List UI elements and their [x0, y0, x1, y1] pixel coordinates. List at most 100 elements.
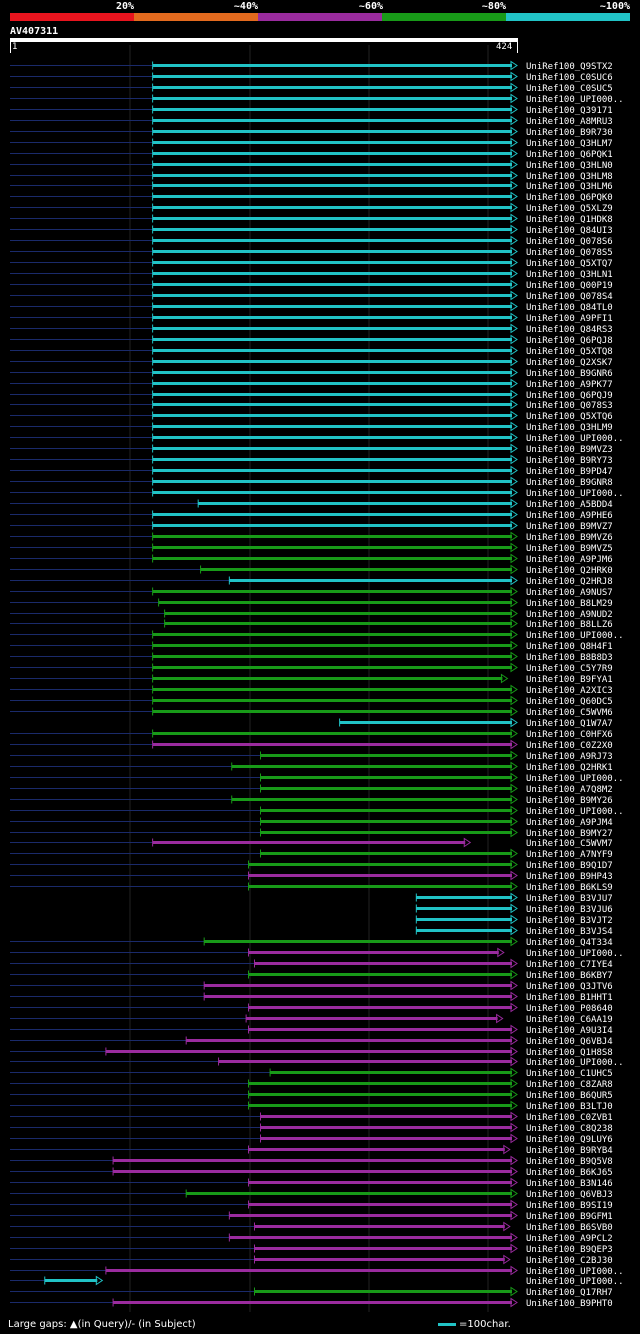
hit-name: UniRef100_Q84UI3 — [526, 226, 613, 236]
hit-bar — [152, 732, 512, 735]
hit-bar — [152, 64, 512, 67]
hit-arrow — [510, 794, 518, 805]
hit-arrow — [510, 1232, 518, 1243]
hit-name: UniRef100_B1HHT1 — [526, 993, 613, 1003]
hit-name: UniRef100_B3LTJ0 — [526, 1102, 613, 1112]
gaps-legend: Large gaps: ▲(in Query)/- (in Subject) — [8, 1319, 196, 1330]
hit-name: UniRef100_UPI000.. — [526, 434, 624, 444]
hit-name: UniRef100_B6KJ65 — [526, 1168, 613, 1178]
hit-bar — [152, 633, 512, 636]
hit-arrow — [510, 257, 518, 268]
hit-bar — [231, 798, 512, 801]
hit-arrow — [510, 126, 518, 137]
hit-arrow — [510, 1210, 518, 1221]
hit-bar — [152, 666, 512, 669]
hit-name: UniRef100_UPI000.. — [526, 949, 624, 959]
hit-arrow — [510, 772, 518, 783]
hit-name: UniRef100_Q6VBJ3 — [526, 1190, 613, 1200]
ruler-end-tick — [517, 41, 518, 53]
hit-name: UniRef100_C0ZVB1 — [526, 1113, 613, 1123]
hit-bar — [152, 174, 512, 177]
hit-name: UniRef100_Q3HLN0 — [526, 161, 613, 171]
hit-arrow — [510, 82, 518, 93]
hit-bar — [260, 754, 512, 757]
hit-arrow — [510, 476, 518, 487]
hit-arrow — [510, 410, 518, 421]
hit-bar — [248, 1082, 512, 1085]
hit-arrow — [510, 421, 518, 432]
hit-arrow — [510, 1111, 518, 1122]
hit-bar — [254, 962, 513, 965]
hit-name: UniRef100_B8LLZ6 — [526, 620, 613, 630]
hit-arrow — [510, 914, 518, 925]
hit-bar — [152, 108, 512, 111]
hit-bar — [248, 1181, 512, 1184]
hit-bar — [152, 480, 512, 483]
hit-arrow — [510, 1286, 518, 1297]
hit-name: UniRef100_C8ZAR8 — [526, 1080, 613, 1090]
hit-arrow — [510, 564, 518, 575]
hit-name: UniRef100_Q1W7A7 — [526, 719, 613, 729]
hit-bar — [186, 1039, 513, 1042]
hit-bar — [152, 371, 512, 374]
hit-bar — [152, 75, 512, 78]
hit-arrow — [95, 1275, 104, 1286]
hit-name: UniRef100_Q5XLZ9 — [526, 204, 613, 214]
hit-name: UniRef100_B3VJS4 — [526, 927, 613, 937]
hit-bar — [152, 349, 512, 352]
hit-name: UniRef100_Q00P19 — [526, 281, 613, 291]
hit-name: UniRef100_C1UHC5 — [526, 1069, 613, 1079]
hit-arrow — [510, 651, 518, 662]
hit-bar — [152, 283, 512, 286]
hit-arrow — [510, 597, 518, 608]
hit-name: UniRef100_B8B8D3 — [526, 653, 613, 663]
hit-bar — [248, 973, 512, 976]
hit-arrow — [510, 750, 518, 761]
hit-arrow — [510, 159, 518, 170]
hit-arrow — [510, 443, 518, 454]
hit-name: UniRef100_B6SVB0 — [526, 1223, 613, 1233]
hit-name: UniRef100_A9NUS7 — [526, 588, 613, 598]
hit-bar — [152, 524, 512, 527]
hit-name: UniRef100_Q3HLM8 — [526, 172, 613, 182]
hit-bar — [254, 1247, 513, 1250]
hit-arrow — [510, 104, 518, 115]
hit-bar — [248, 1093, 512, 1096]
hit-bar — [270, 1071, 512, 1074]
hit-name: UniRef100_UPI000.. — [526, 1058, 624, 1068]
hit-name: UniRef100_B9Q1D7 — [526, 861, 613, 871]
hit-arrow — [510, 827, 518, 838]
hit-arrow — [510, 640, 518, 651]
hit-name: UniRef100_C5WVM6 — [526, 708, 613, 718]
hit-arrow — [510, 586, 518, 597]
hit-name: UniRef100_C5WVM7 — [526, 839, 613, 849]
hit-arrow — [510, 520, 518, 531]
hit-arrow — [503, 1254, 511, 1265]
hit-bar — [229, 1214, 512, 1217]
hit-arrow — [510, 892, 518, 903]
hit-name: UniRef100_Q5XTQ6 — [526, 412, 613, 422]
hit-bar — [152, 163, 512, 166]
hit-arrow — [510, 323, 518, 334]
hit-name: UniRef100_UPI000.. — [526, 1277, 624, 1287]
hit-name: UniRef100_A7Q8M2 — [526, 785, 613, 795]
hit-bar — [248, 1028, 512, 1031]
hit-bar — [152, 261, 512, 264]
legend-labels: 20% ~40% ~60% ~80% ~100% — [0, 0, 640, 14]
hit-bar — [152, 316, 512, 319]
hit-bar — [113, 1301, 513, 1304]
hit-bar — [416, 896, 512, 899]
hit-bar — [248, 1104, 512, 1107]
hit-name: UniRef100_Q2XSK7 — [526, 358, 613, 368]
hit-bar — [152, 655, 512, 658]
hit-name: UniRef100_A8MRU3 — [526, 117, 613, 127]
hit-bar — [248, 1148, 505, 1151]
hit-arrow — [510, 1155, 518, 1166]
hit-name: UniRef100_Q6VBJ4 — [526, 1037, 613, 1047]
hit-bar — [105, 1269, 512, 1272]
hit-bar — [260, 1126, 512, 1129]
hit-name: UniRef100_Q3HLM9 — [526, 423, 613, 433]
hit-arrow — [510, 1046, 518, 1057]
hit-arrow — [510, 1166, 518, 1177]
hit-bar — [152, 425, 512, 428]
